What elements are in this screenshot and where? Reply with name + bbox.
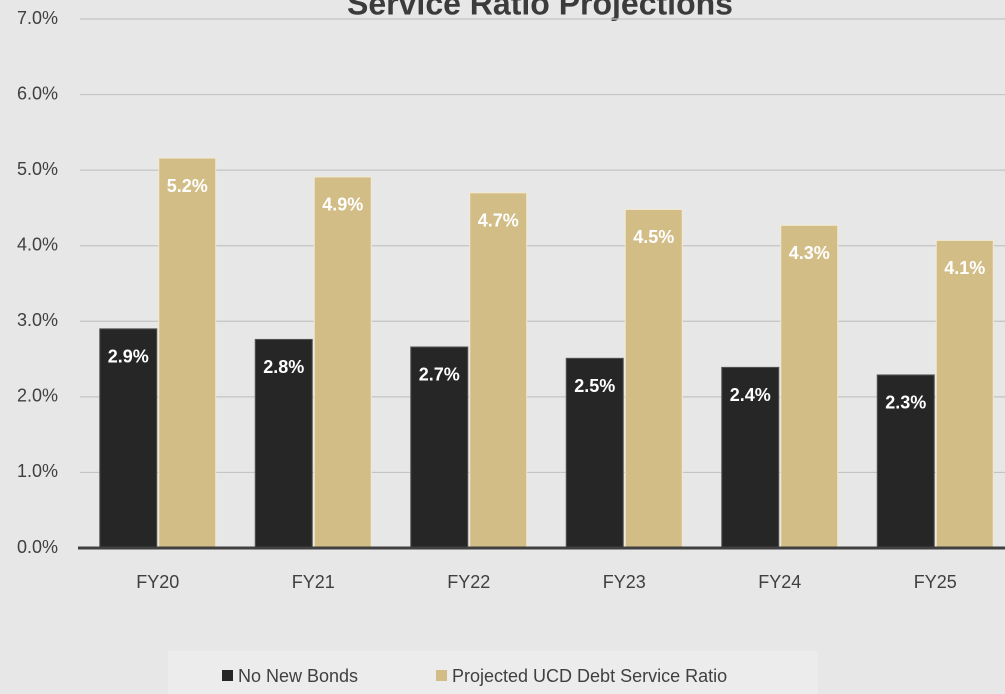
bar xyxy=(410,346,469,549)
legend-swatch xyxy=(436,670,447,681)
bar xyxy=(780,224,839,549)
x-tick-label: FY21 xyxy=(292,572,335,592)
bar xyxy=(624,208,683,549)
legend-label: Projected UCD Debt Service Ratio xyxy=(452,666,727,686)
y-tick-label: 4.0% xyxy=(17,234,58,254)
legend-box xyxy=(168,651,818,694)
x-tick-label: FY22 xyxy=(447,572,490,592)
y-tick-label: 6.0% xyxy=(17,83,58,103)
data-label: 2.3% xyxy=(885,393,926,413)
chart-title: Service Ratio Projections xyxy=(347,0,733,21)
data-label: 4.3% xyxy=(789,243,830,263)
data-label: 4.7% xyxy=(478,211,519,231)
data-label: 4.5% xyxy=(633,227,674,247)
data-label: 2.8% xyxy=(263,357,304,377)
bar xyxy=(469,192,528,549)
y-tick-label: 0.0% xyxy=(17,537,58,557)
data-label: 4.9% xyxy=(322,195,363,215)
data-label: 4.1% xyxy=(944,258,985,278)
bar xyxy=(935,239,994,549)
data-label: 2.5% xyxy=(574,376,615,396)
y-tick-label: 7.0% xyxy=(17,8,58,28)
bar xyxy=(313,176,372,549)
bar xyxy=(721,366,780,549)
data-label: 2.9% xyxy=(108,347,149,367)
data-label: 5.2% xyxy=(167,176,208,196)
bar xyxy=(99,328,158,549)
y-tick-label: 1.0% xyxy=(17,461,58,481)
y-tick-label: 2.0% xyxy=(17,386,58,406)
bar xyxy=(254,338,313,549)
x-tick-label: FY23 xyxy=(603,572,646,592)
data-label: 2.7% xyxy=(419,365,460,385)
legend-swatch xyxy=(222,670,233,681)
x-tick-label: FY24 xyxy=(758,572,801,592)
data-label: 2.4% xyxy=(730,385,771,405)
y-tick-label: 3.0% xyxy=(17,310,58,330)
legend-label: No New Bonds xyxy=(238,666,358,686)
bar xyxy=(158,157,217,549)
x-tick-label: FY20 xyxy=(136,572,179,592)
y-tick-label: 5.0% xyxy=(17,159,58,179)
x-tick-label: FY25 xyxy=(914,572,957,592)
